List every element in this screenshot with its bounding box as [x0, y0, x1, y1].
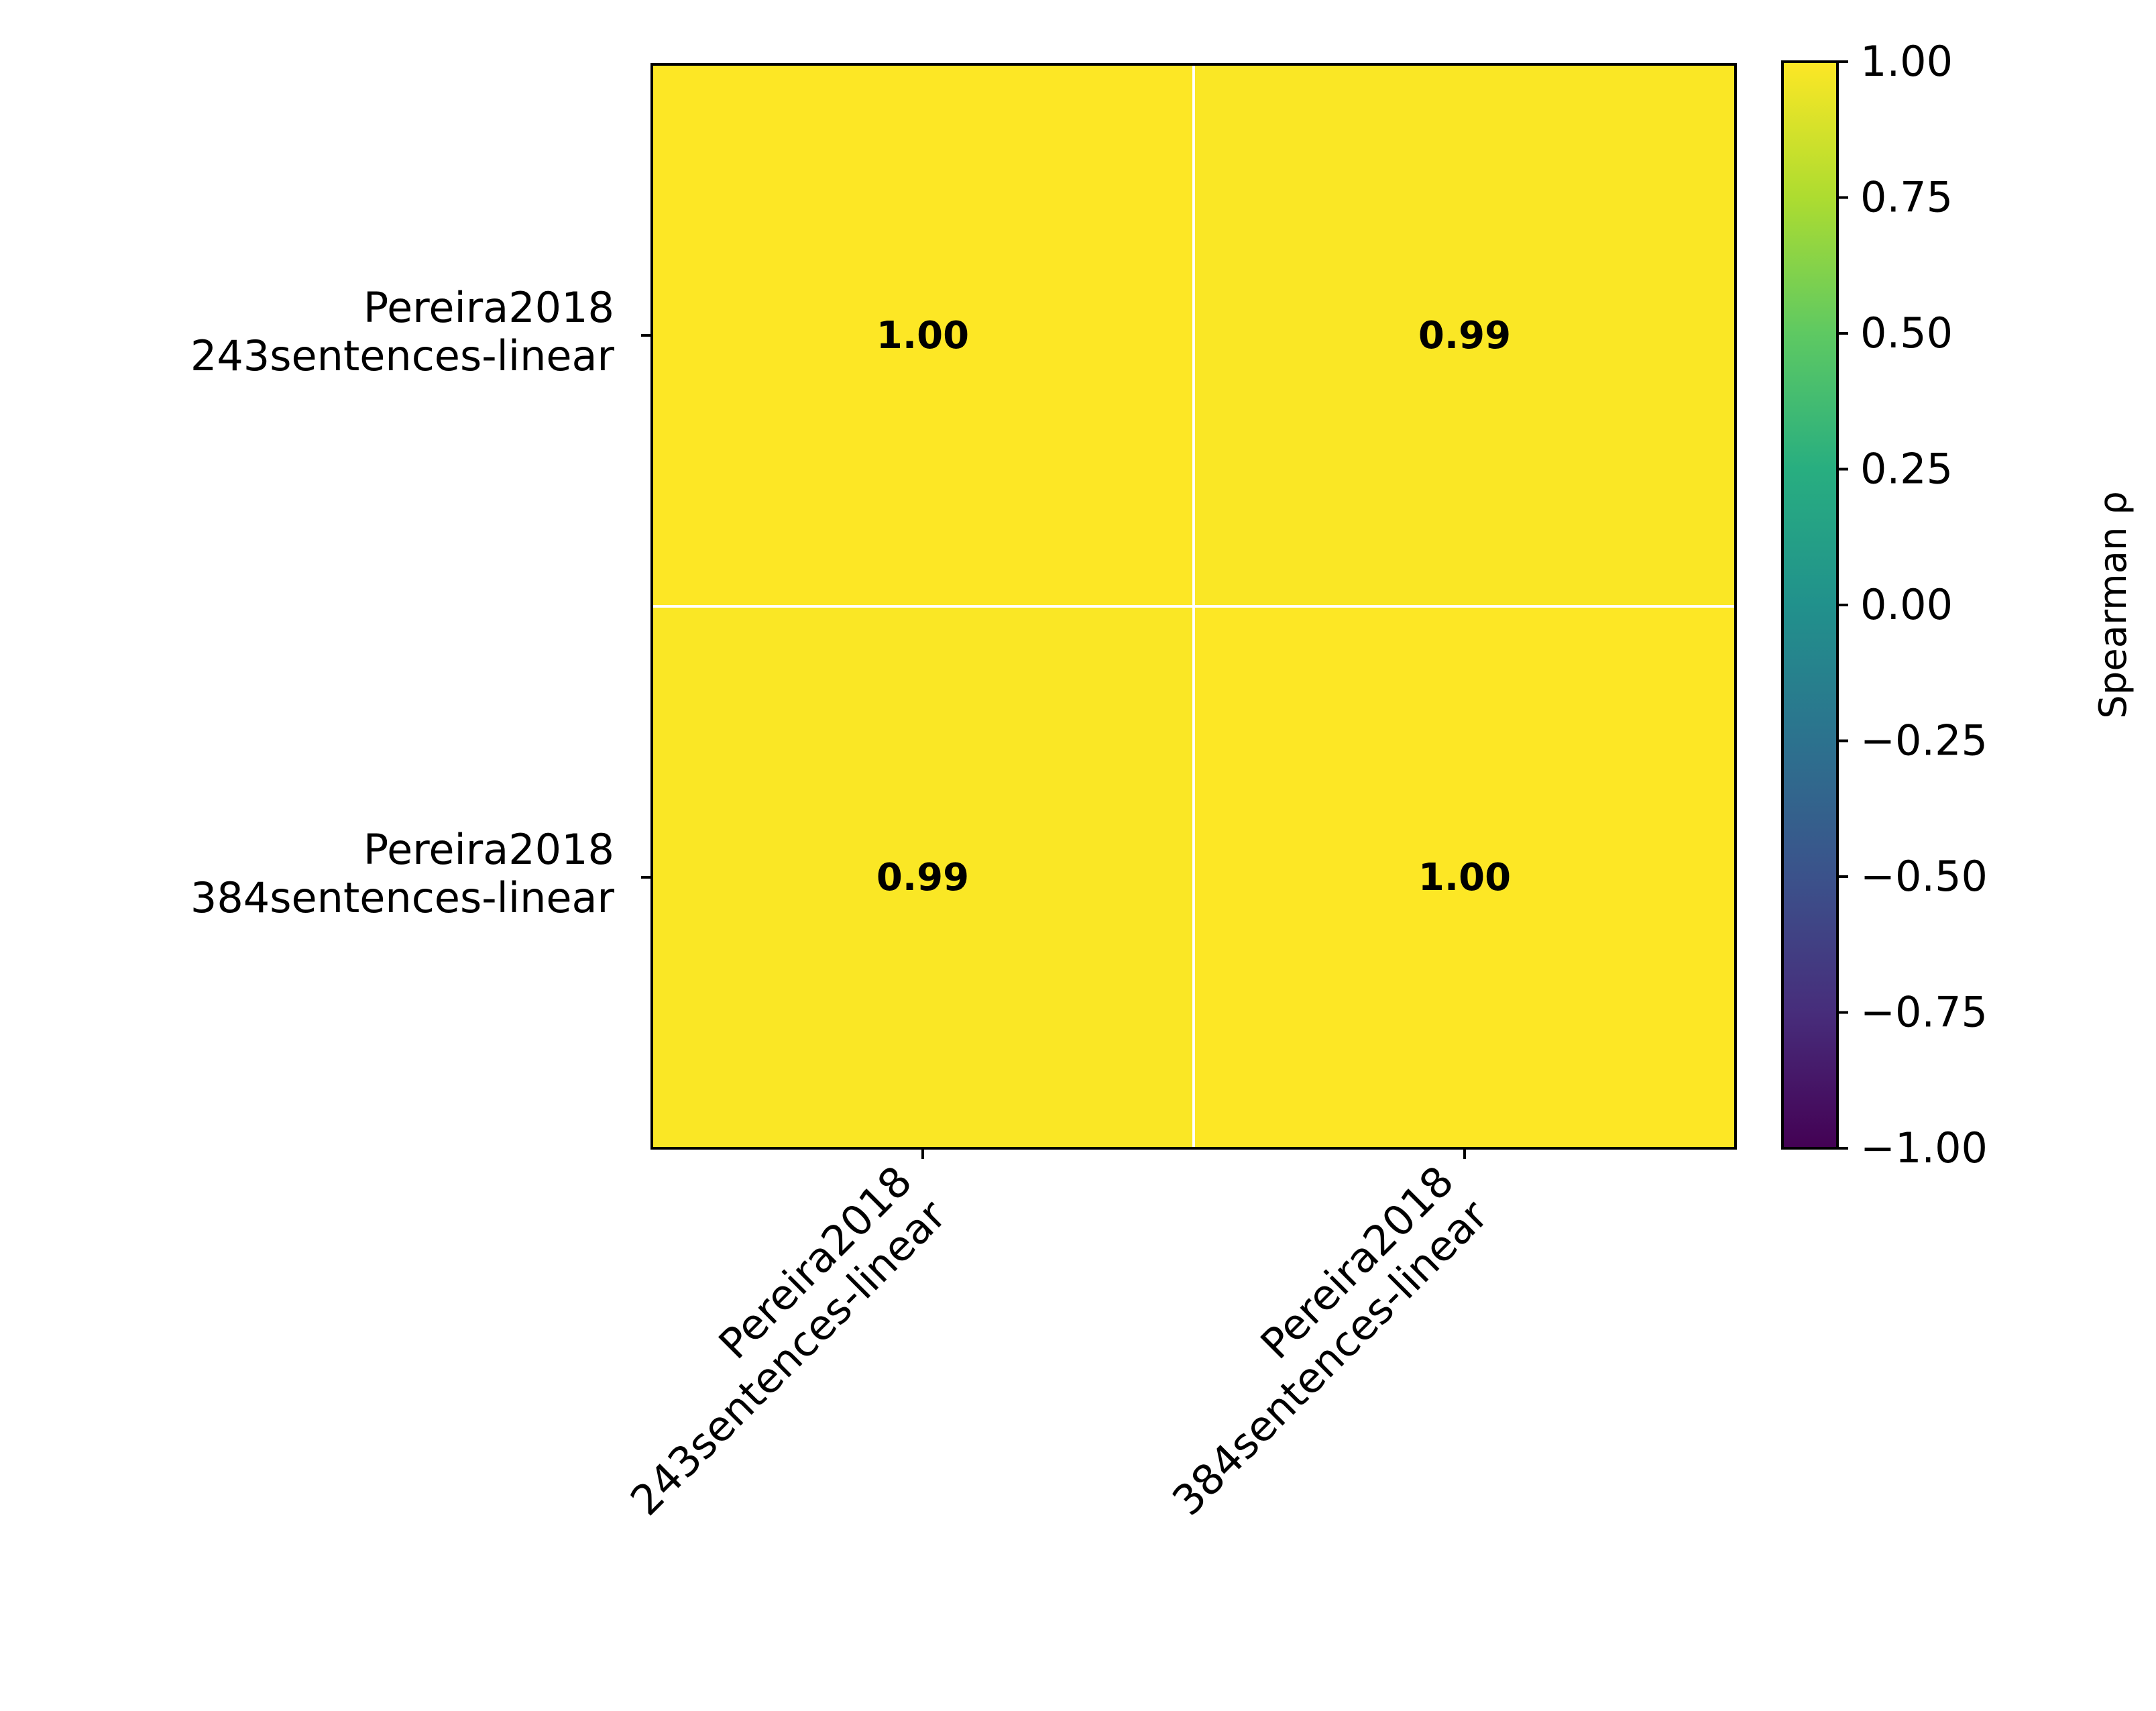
cell-value-label: 0.99 [1418, 314, 1511, 357]
cell-value-label: 0.99 [876, 856, 969, 899]
x-tick-label-line: 243sentences-linear [621, 1191, 956, 1525]
y-axis: Pereira2018 243sentences-linear Pereira201… [190, 283, 652, 922]
heatmap-cell [652, 64, 1194, 606]
colorbar-tick-label: 0.25 [1860, 445, 1953, 494]
cell-value-labels: 1.00 0.99 0.99 1.00 [876, 314, 1511, 899]
heatmap-gridlines [652, 64, 1736, 1148]
colorbar-tick-label: −1.00 [1860, 1123, 1988, 1172]
heatmap-cell [1194, 606, 1736, 1148]
cell-value-label: 1.00 [1418, 856, 1511, 899]
heatmap-cells [652, 64, 1736, 1148]
y-tick-label: Pereira2018 384sentences-linear [190, 825, 615, 922]
plot-frame [650, 63, 1737, 1150]
heatmap-cell [652, 606, 1194, 1148]
colorbar-tick-label: 0.50 [1860, 309, 1953, 357]
colorbar-tick-label: −0.75 [1860, 988, 1988, 1037]
x-tick-label-line: 384sentences-linear [1163, 1191, 1497, 1525]
colorbar-label: Spearman ρ [2092, 491, 2135, 719]
colorbar-tick-label: −0.25 [1860, 716, 1988, 765]
colorbar-tick-label: 0.00 [1860, 580, 1953, 629]
colorbar-tick-label: 0.75 [1860, 173, 1953, 222]
colorbar: Spearman ρ 1.00 0.75 0.50 0.25 0.00 −0.25 −0.5… [1781, 37, 2135, 1172]
colorbar-tick-label: 1.00 [1860, 37, 1953, 86]
y-tick-label: Pereira2018 243sentences-linear [190, 283, 615, 380]
colorbar-gradient [1781, 60, 1839, 1150]
colorbar-tick-label: −0.50 [1860, 852, 1988, 901]
heatmap-cell [1194, 64, 1736, 606]
cell-value-label: 1.00 [876, 314, 969, 357]
